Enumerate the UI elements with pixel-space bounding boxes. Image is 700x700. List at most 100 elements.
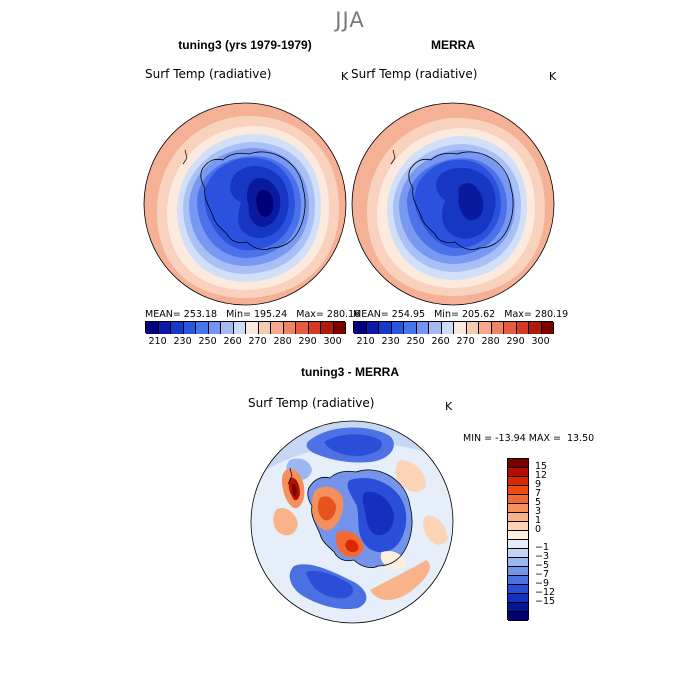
colorbar-tick-label: 210 [148,336,167,347]
colorbar-tick-label: 15 [535,461,548,472]
stats-difference: MIN = -13.94 MAX = 13.50 [463,433,594,444]
colorbar-tick-label: 280 [481,336,500,347]
colorbar-tick-label: 290 [298,336,317,347]
colorbar-swatch [466,322,479,334]
stats-min-value: 195.24 [253,309,288,320]
colorbar-swatch [221,322,234,334]
stats-mean-value: 254.95 [391,309,426,320]
colorbar-tick-label: 290 [506,336,525,347]
colorbar-ticks-model: 210 230 250 260 270 280 290 300 [145,336,345,348]
colorbar-swatch [454,322,467,334]
colorbar-swatch [508,549,528,558]
colorbar-swatch [354,322,367,334]
colorbar-tick-label: 9 [535,479,542,490]
colorbar-swatch [508,540,528,549]
colorbar-swatch [508,612,528,621]
colorbar-tick-label: 1 [535,515,542,526]
colorbar-swatch [479,322,492,334]
colorbar-swatch [508,531,528,540]
colorbar-ticks-reference: 210 230 250 260 270 280 290 300 [353,336,553,348]
colorbar-swatch [441,322,454,334]
colorbar-swatch [491,322,504,334]
colorbar-swatch [508,513,528,522]
polar-map-model [143,102,347,306]
colorbar-tick-label: 260 [223,336,242,347]
colorbar-tick-label: −1 [535,542,550,553]
colorbar-tick-label: −12 [535,587,556,598]
colorbar-tick-label: −15 [535,596,556,607]
colorbar-ticks-difference: 15 12 9 7 5 3 1 0 −1 −3 −5 −7 −9 −12 −15 [535,458,575,620]
colorbar-swatch [233,322,246,334]
colorbar-swatch [508,567,528,576]
colorbar-swatch [541,322,554,334]
colorbar-swatch [429,322,442,334]
panel-title-difference: tuning3 - MERRA [301,365,399,379]
colorbar-swatch [508,459,528,468]
colorbar-reference [353,321,554,334]
colorbar-swatch [183,322,196,334]
stats-min-label: MIN = [463,433,493,444]
colorbar-swatch [246,322,259,334]
stats-min-value: -13.94 [495,433,526,444]
units-label-model: K [341,70,349,83]
colorbar-swatch [379,322,392,334]
colorbar-tick-label: 230 [381,336,400,347]
colorbar-tick-label: 3 [535,506,542,517]
colorbar-swatch [508,576,528,585]
units-label-difference: K [445,400,453,413]
colorbar-tick-label: 300 [531,336,550,347]
colorbar-tick-label: −3 [535,551,550,562]
colorbar-tick-label: 300 [323,336,342,347]
stats-max-value: 280.16 [326,309,361,320]
colorbar-tick-label: 210 [356,336,375,347]
stats-mean-value: 253.18 [183,309,218,320]
colorbar-swatch [508,522,528,531]
colorbar-swatch [529,322,542,334]
colorbar-difference [507,458,529,621]
colorbar-tick-label: −9 [535,578,550,589]
stats-max-label: Max= [296,309,324,320]
colorbar-tick-label: 230 [173,336,192,347]
stats-max-value: 13.50 [567,433,595,444]
colorbar-tick-label: 0 [535,524,542,535]
colorbar-swatch [508,468,528,477]
colorbar-swatch [391,322,404,334]
colorbar-swatch [171,322,184,334]
variable-label-reference: Surf Temp (radiative) [351,67,478,81]
colorbar-swatch [508,594,528,603]
colorbar-tick-label: 250 [198,336,217,347]
colorbar-swatch [508,558,528,567]
colorbar-swatch [321,322,334,334]
colorbar-swatch [333,322,346,334]
colorbar-tick-label: 7 [535,488,542,499]
stats-max-label: Max= [504,309,532,320]
stats-min-value: 205.62 [461,309,496,320]
season-title: JJA [335,8,365,32]
colorbar-tick-label: 250 [406,336,425,347]
colorbar-swatch [504,322,517,334]
colorbar-swatch [366,322,379,334]
colorbar-swatch [208,322,221,334]
colorbar-swatch [516,322,529,334]
colorbar-model [145,321,346,334]
units-label-reference: K [549,70,557,83]
colorbar-swatch [271,322,284,334]
colorbar-swatch [308,322,321,334]
stats-max-label: MAX = [528,433,561,444]
colorbar-swatch [404,322,417,334]
panel-title-reference: MERRA [431,38,475,52]
colorbar-swatch [158,322,171,334]
stats-model: MEAN= 253.18 Min= 195.24 Max= 280.16 [145,309,360,320]
stats-reference: MEAN= 254.95 Min= 205.62 Max= 280.19 [353,309,568,320]
colorbar-swatch [258,322,271,334]
colorbar-tick-label: 12 [535,470,548,481]
stats-max-value: 280.19 [534,309,569,320]
colorbar-swatch [508,603,528,612]
panel-title-model: tuning3 (yrs 1979-1979) [178,38,312,52]
colorbar-swatch [508,585,528,594]
variable-label-model: Surf Temp (radiative) [145,67,272,81]
colorbar-tick-label: 270 [456,336,475,347]
colorbar-swatch [146,322,159,334]
colorbar-tick-label: 260 [431,336,450,347]
colorbar-swatch [196,322,209,334]
